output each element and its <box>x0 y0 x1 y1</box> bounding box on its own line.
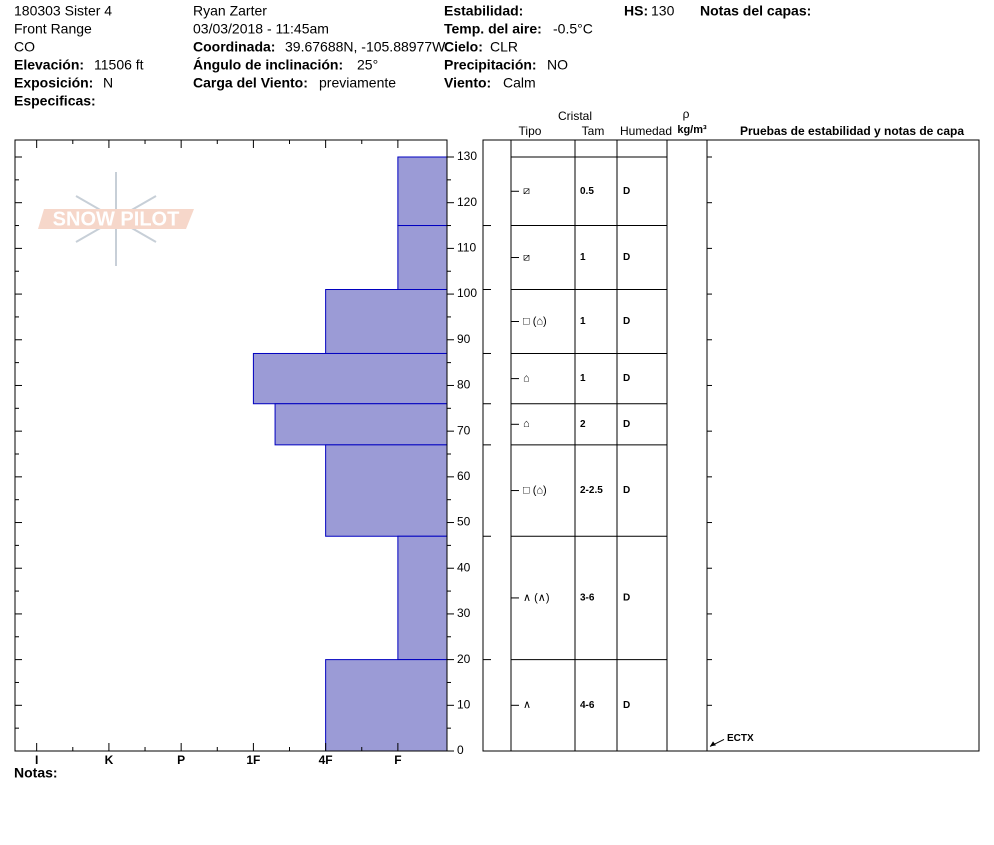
moisture: D <box>623 419 630 430</box>
value: NO <box>547 57 568 73</box>
y-tick-label: 30 <box>457 606 471 620</box>
hardness-bar <box>397 225 448 291</box>
x-tick-label: 1F <box>246 753 260 767</box>
header-cell: Tipo <box>519 124 542 138</box>
range: Front Range <box>14 21 92 37</box>
crystal-type: ⧄ <box>523 251 530 263</box>
label: Precipitación: <box>444 57 537 73</box>
grain-size: 0.5 <box>580 186 594 197</box>
grain-size: 1 <box>580 316 586 327</box>
y-tick-label: 0 <box>457 743 464 757</box>
y-tick-label: 80 <box>457 378 471 392</box>
grain-size: 3-6 <box>580 593 595 604</box>
crystal-type: □ (⌂) <box>523 315 547 327</box>
notes-label: Notas: <box>14 765 58 781</box>
logo: SNOW PILOT <box>38 172 194 266</box>
moisture: D <box>623 700 630 711</box>
table-header: Cristal Tipo Tam Humedad ρ kg/m³ Pruebas… <box>519 107 965 138</box>
crystal-type: ⧄ <box>523 185 530 197</box>
label: Ángulo de inclinación: <box>193 57 343 73</box>
y-tick-label: 120 <box>457 195 477 209</box>
crystal-type: □ (⌂) <box>523 484 547 496</box>
crystal-type: ∧ <box>523 699 531 711</box>
hardness-bar <box>325 659 448 752</box>
grain-size: 1 <box>580 252 586 263</box>
y-tick-label: 10 <box>457 697 471 711</box>
value: 11506 ft <box>94 57 144 73</box>
table-frame <box>482 139 980 752</box>
hardness-bar <box>397 535 448 661</box>
logo-text: SNOW PILOT <box>53 208 180 230</box>
y-tick-label: 60 <box>457 469 471 483</box>
moisture: D <box>623 186 630 197</box>
x-tick-label: I <box>35 753 38 767</box>
label: Especificas: <box>14 93 96 109</box>
y-tick-label: 100 <box>457 286 477 300</box>
test-label: ECTX <box>727 733 754 744</box>
y-tick-label: 130 <box>457 149 477 163</box>
header-cell: Tam <box>582 124 605 138</box>
header: 180303 Sister 4 Front Range CO Elevación… <box>14 3 811 109</box>
observer: Ryan Zarter <box>193 3 267 19</box>
crystal-type: ⌂ <box>523 373 530 385</box>
moisture: D <box>623 485 630 496</box>
y-tick-label: 70 <box>457 423 471 437</box>
grain-size: 1 <box>580 373 586 384</box>
label: Cielo: <box>444 39 483 55</box>
x-tick-label: F <box>394 753 401 767</box>
x-tick-label: 4F <box>319 753 333 767</box>
grain-size: 2-2.5 <box>580 485 603 496</box>
hardness-bar <box>397 156 448 227</box>
y-tick-label: 20 <box>457 652 471 666</box>
value: CLR <box>490 39 518 55</box>
y-tick-label: 90 <box>457 332 471 346</box>
value: -0.5°C <box>553 21 593 37</box>
header-cell: Humedad <box>620 124 672 138</box>
label: Exposición: <box>14 75 93 91</box>
moisture: D <box>623 316 630 327</box>
value: Calm <box>503 75 536 91</box>
label: HS: <box>624 3 648 19</box>
site: 180303 Sister 4 <box>14 3 112 19</box>
label: Carga del Viento: <box>193 75 308 91</box>
header-cell: Cristal <box>558 109 592 123</box>
crystal-type: ∧ (∧) <box>523 592 550 604</box>
grain-size: 4-6 <box>580 700 595 711</box>
moisture: D <box>623 252 630 263</box>
arrow-head <box>710 741 716 747</box>
hardness-bar <box>252 352 448 405</box>
value: previamente <box>319 75 396 91</box>
label: Estabilidad: <box>444 3 523 19</box>
header-cell: kg/m³ <box>677 124 707 136</box>
header-cell: Pruebas de estabilidad y notas de capa <box>740 124 964 138</box>
value: N <box>103 75 113 91</box>
datetime: 03/03/2018 - 11:45am <box>193 21 329 37</box>
x-tick-label: K <box>105 753 114 767</box>
moisture: D <box>623 593 630 604</box>
header-cell: ρ <box>683 107 690 121</box>
state: CO <box>14 39 35 55</box>
y-tick-label: 110 <box>457 241 476 255</box>
x-tick-label: P <box>177 753 185 767</box>
label: Temp. del aire: <box>444 21 542 37</box>
y-tick-label: 40 <box>457 560 471 574</box>
value: 25° <box>357 57 378 73</box>
label: Notas del capas: <box>700 3 811 19</box>
chart-frame <box>14 139 448 752</box>
hardness-bar <box>274 403 448 446</box>
label: Elevación: <box>14 57 84 73</box>
grain-size: 2 <box>580 419 586 430</box>
value: 39.67688N, -105.88977W <box>285 39 446 55</box>
label: Viento: <box>444 75 491 91</box>
y-tick-label: 50 <box>457 515 471 529</box>
hardness-bar <box>325 444 448 537</box>
value: 130 <box>651 3 675 19</box>
moisture: D <box>623 373 630 384</box>
crystal-type: ⌂ <box>523 418 530 430</box>
hardness-bar <box>325 289 448 354</box>
label: Coordinada: <box>193 39 275 55</box>
